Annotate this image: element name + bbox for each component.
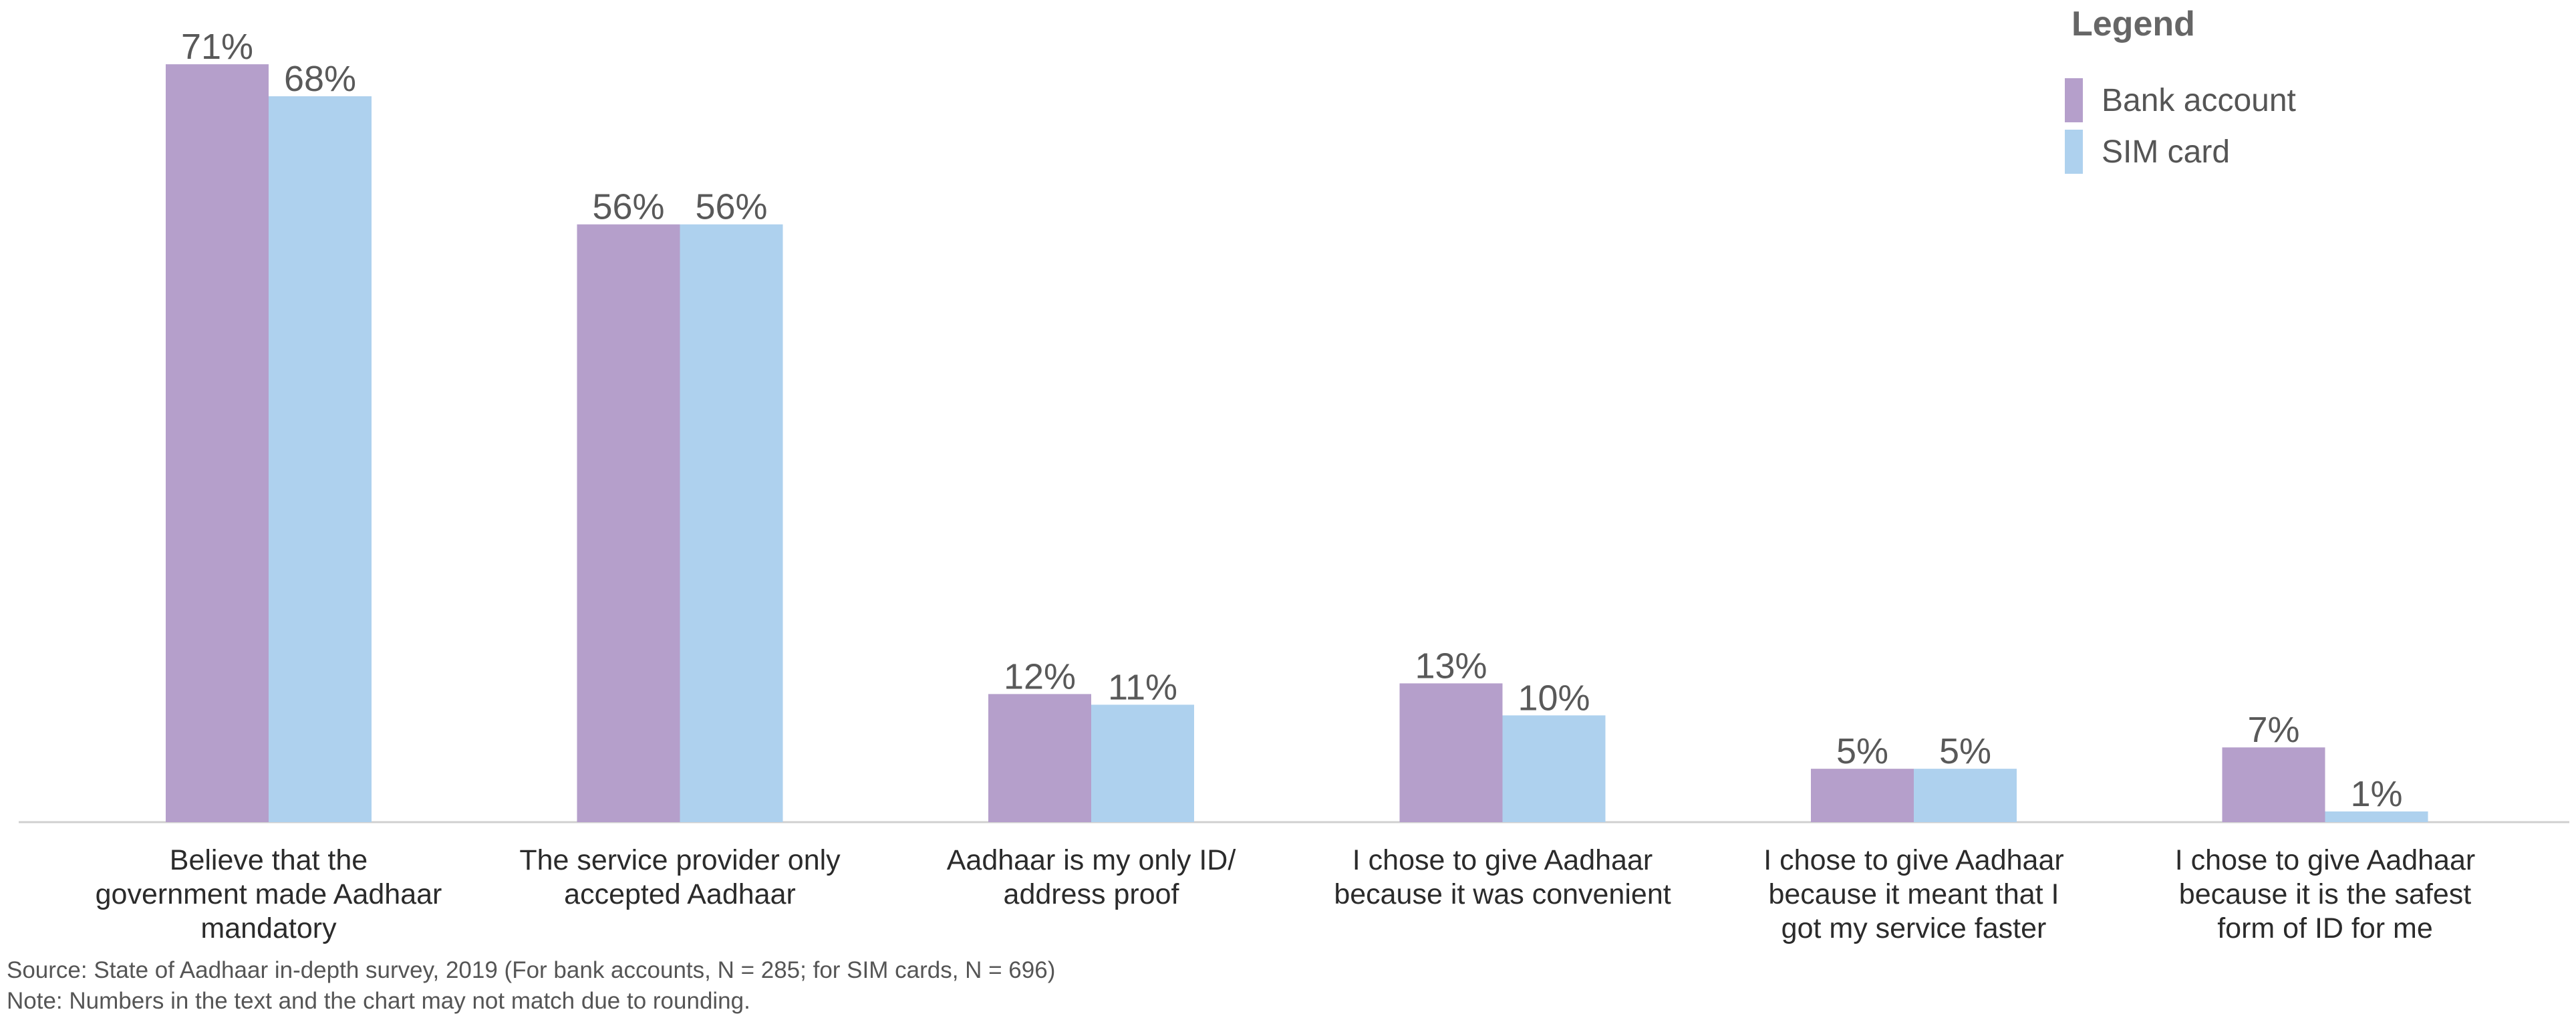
bar-bank-account-3 xyxy=(1399,683,1503,822)
category-label-0: Believe that the government made Aadhaar m… xyxy=(61,844,476,946)
legend-swatch-bank-account xyxy=(2065,78,2083,122)
value-label-bank-account-5: 7% xyxy=(2247,710,2299,750)
category-label-5-line-2: form of ID for me xyxy=(2217,912,2433,944)
category-label-1: The service provider only accepted Aadhaa… xyxy=(473,844,887,912)
value-label-sim-card-4: 5% xyxy=(1939,731,1991,771)
value-label-sim-card-0: 68% xyxy=(284,59,356,99)
category-label-0-line-0: Believe that the xyxy=(169,844,368,876)
category-label-5-line-0: I chose to give Aadhaar xyxy=(2174,844,2476,876)
legend-title: Legend xyxy=(2071,5,2195,43)
value-label-bank-account-3: 13% xyxy=(1415,646,1487,686)
value-label-sim-card-5: 1% xyxy=(2350,774,2402,814)
category-label-5: I chose to give Aadhaar because it is the… xyxy=(2118,844,2533,946)
bar-sim-card-3 xyxy=(1502,715,1606,822)
category-label-3-line-1: because it was convenient xyxy=(1334,878,1671,910)
bar-bank-account-1 xyxy=(577,224,680,822)
bar-sim-card-5 xyxy=(2325,811,2428,822)
bar-bank-account-2 xyxy=(988,694,1091,822)
rounding-note: Note: Numbers in the text and the chart … xyxy=(7,988,750,1014)
value-label-bank-account-0: 71% xyxy=(181,27,253,67)
category-label-5-line-1: because it is the safest xyxy=(2178,878,2472,910)
value-label-bank-account-4: 5% xyxy=(1836,731,1888,771)
category-label-2: Aadhaar is my only ID/address proof xyxy=(884,844,1298,912)
legend-label-bank-account: Bank account xyxy=(2102,82,2296,118)
legend-item-bank-account: Bank account xyxy=(2065,77,2296,124)
bar-sim-card-1 xyxy=(680,224,783,822)
category-label-3: I chose to give Aadhaar because it was co… xyxy=(1296,844,1710,912)
value-labels-group: 71% 68% 56% 56% 12% 11% 13% 10% 5% 5% 7% 1% xyxy=(181,27,2403,814)
category-label-1-line-1: accepted Aadhaar xyxy=(564,878,796,910)
legend-item-sim-card: SIM card xyxy=(2065,128,2230,175)
category-label-3-line-0: I chose to give Aadhaar xyxy=(1352,844,1653,876)
bar-sim-card-2 xyxy=(1091,704,1194,822)
bar-sim-card-0 xyxy=(269,96,372,822)
bar-bank-account-5 xyxy=(2222,747,2325,822)
category-label-0-line-2: mandatory xyxy=(200,912,337,944)
bar-bank-account-4 xyxy=(1811,769,1914,822)
category-label-1-line-0: The service provider only xyxy=(519,844,841,876)
value-label-bank-account-1: 56% xyxy=(592,187,664,227)
value-label-bank-account-2: 12% xyxy=(1004,656,1076,696)
bar-sim-card-4 xyxy=(1914,769,2017,822)
legend-label-sim-card: SIM card xyxy=(2102,134,2231,170)
source-note: Source: State of Aadhaar in-depth survey… xyxy=(7,957,1056,983)
category-label-4-line-0: I chose to give Aadhaar xyxy=(1763,844,2064,876)
value-label-sim-card-3: 10% xyxy=(1518,678,1590,718)
category-label-4-line-1: because it meant that I xyxy=(1768,878,2059,910)
value-label-sim-card-2: 11% xyxy=(1108,667,1177,707)
legend-swatch-sim-card xyxy=(2065,130,2083,174)
bars-group xyxy=(166,64,2428,822)
category-label-4-line-2: got my service faster xyxy=(1781,912,2047,944)
category-label-2-line-0: Aadhaar is my only ID/ xyxy=(946,844,1236,876)
value-label-sim-card-1: 56% xyxy=(695,187,767,227)
category-label-2-line-1: address proof xyxy=(1003,878,1179,910)
category-label-0-line-1: government made Aadhaar xyxy=(95,878,442,910)
category-label-4: I chose to give Aadhaar because it meant … xyxy=(1707,844,2121,946)
bar-bank-account-0 xyxy=(166,64,269,822)
